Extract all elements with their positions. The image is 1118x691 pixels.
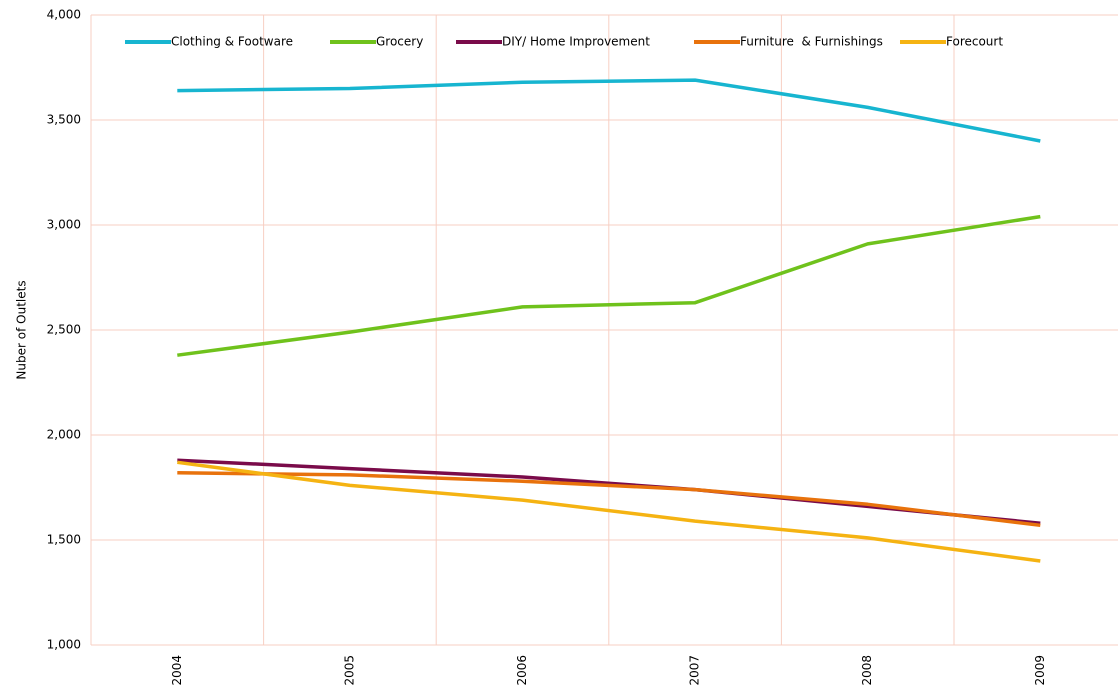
x-tick-label: 2007: [688, 655, 702, 686]
y-tick-label: 2,500: [47, 323, 81, 337]
y-tick-label: 2,000: [47, 428, 81, 442]
legend-label: Furniture & Furnishings: [740, 35, 883, 49]
y-tick-label: 3,500: [47, 113, 81, 127]
x-tick-label: 2004: [170, 655, 184, 686]
y-tick-label: 3,000: [47, 218, 81, 232]
x-tick-label: 2008: [860, 655, 874, 686]
x-tick-label: 2009: [1033, 655, 1047, 686]
legend-label: Forecourt: [946, 35, 1003, 49]
series-line: [177, 214, 1041, 357]
x-tick-label: 2006: [515, 655, 529, 686]
legend-label: Grocery: [376, 35, 423, 49]
series-line: [177, 78, 1041, 143]
y-axis-label: Nuber of Outlets: [15, 280, 29, 379]
y-tick-label: 1,000: [47, 638, 81, 652]
legend-label: DIY/ Home Improvement: [502, 35, 650, 49]
y-tick-label: 1,500: [47, 533, 81, 547]
legend-label: Clothing & Footware: [171, 35, 293, 49]
series-line: [177, 460, 1041, 563]
x-tick-label: 2005: [342, 655, 356, 686]
series-line: [177, 471, 1041, 528]
y-tick-label: 4,000: [47, 8, 81, 22]
